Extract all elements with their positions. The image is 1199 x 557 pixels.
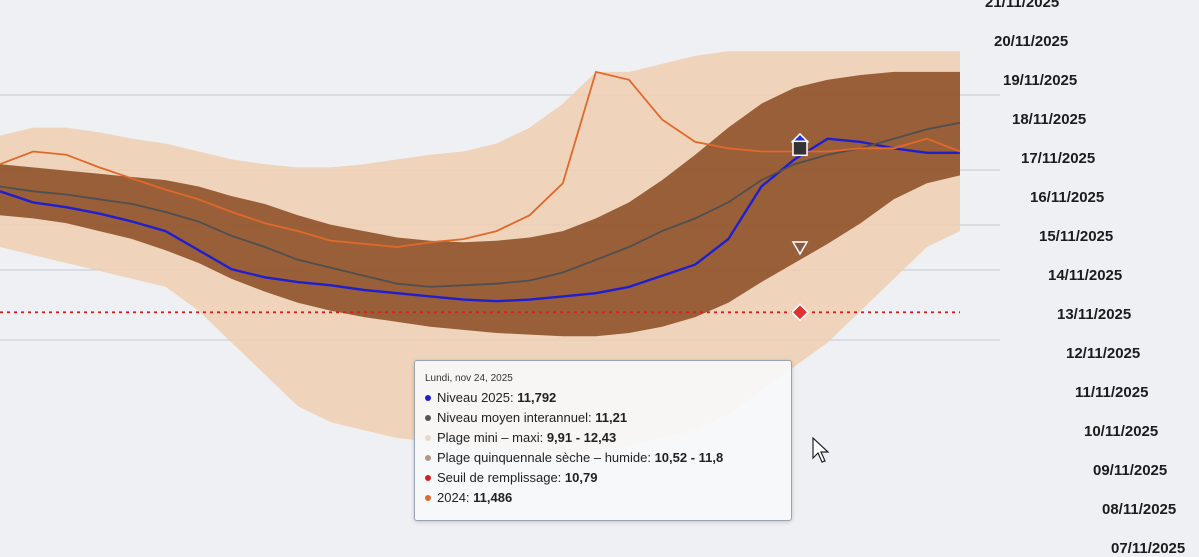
tooltip-value: 10,52 - 11,8 <box>654 450 724 465</box>
legend-dot-icon <box>425 414 431 421</box>
legend-dot-icon <box>425 474 431 481</box>
tooltip-row: Niveau 2025: 11,792 <box>425 388 781 408</box>
date-tick-label: 11/11/2025 <box>1075 384 1149 401</box>
date-tick-label: 13/11/2025 <box>1057 306 1132 323</box>
tooltip-label: Seuil de remplissage: <box>437 470 565 485</box>
tooltip-label: Niveau moyen interannuel: <box>437 410 596 425</box>
tooltip-row: Plage quinquennale sèche – humide: 10,52… <box>425 448 781 468</box>
tooltip-label: Plage mini – maxi: <box>437 430 547 445</box>
marker-seuil-de-remplissage <box>790 303 810 322</box>
legend-dot-icon <box>425 434 431 441</box>
legend-dot-icon <box>425 494 431 501</box>
tooltip-row: Niveau moyen interannuel: 11,21 <box>425 408 781 428</box>
date-tick-label: 20/11/2025 <box>994 33 1069 50</box>
tooltip-value: 11,792 <box>517 390 557 405</box>
date-tick-label: 14/11/2025 <box>1048 267 1123 284</box>
date-tick-label: 17/11/2025 <box>1021 150 1096 167</box>
date-tick-label: 09/11/2025 <box>1093 462 1168 479</box>
date-tick-label: 18/11/2025 <box>1012 111 1087 128</box>
marker-niveau-moyen-interannuel <box>792 140 808 157</box>
tooltip-value: 10,79 <box>564 470 598 485</box>
tooltip-value: 11,486 <box>473 490 513 505</box>
date-tick-label: 12/11/2025 <box>1066 345 1141 362</box>
marker-plage-mini-maxi <box>791 241 809 256</box>
line-niveau-moyen-interannuel <box>0 121 961 288</box>
date-tick-label: 10/11/2025 <box>1084 423 1159 440</box>
legend-dot-icon <box>425 454 431 461</box>
tooltip-row: Plage mini – maxi: 9,91 - 12,43 <box>425 428 781 448</box>
date-tick-label: 08/11/2025 <box>1102 501 1177 518</box>
tooltip-label: Plage quinquennale sèche – humide: <box>437 450 655 465</box>
tooltip-value: 11,21 <box>595 410 628 425</box>
date-tick-label: 07/11/2025 <box>1111 540 1186 557</box>
date-tick-label: 15/11/2025 <box>1039 228 1114 245</box>
legend-dot-icon <box>425 394 431 401</box>
mouse-cursor-icon <box>812 437 830 463</box>
tooltip-rows: Niveau 2025: 11,792 Niveau moyen interann… <box>425 388 781 508</box>
tooltip-row: 2024: 11,486 <box>425 488 781 508</box>
tooltip-label: 2024: <box>437 490 474 505</box>
tooltip-date: Lundi, nov 24, 2025 <box>425 373 513 384</box>
chart-tooltip: Lundi, nov 24, 2025 Niveau 2025: 11,792 N… <box>414 360 792 521</box>
date-tick-label: 19/11/2025 <box>1003 72 1078 89</box>
series-markers <box>790 132 810 322</box>
tooltip-label: Niveau 2025: <box>437 390 518 405</box>
tooltip-row: Seuil de remplissage: 10,79 <box>425 468 781 488</box>
date-tick-label: 16/11/2025 <box>1030 189 1105 206</box>
tooltip-value: 9,91 - 12,43 <box>546 430 617 445</box>
date-tick-label: 21/11/2025 <box>985 0 1060 11</box>
